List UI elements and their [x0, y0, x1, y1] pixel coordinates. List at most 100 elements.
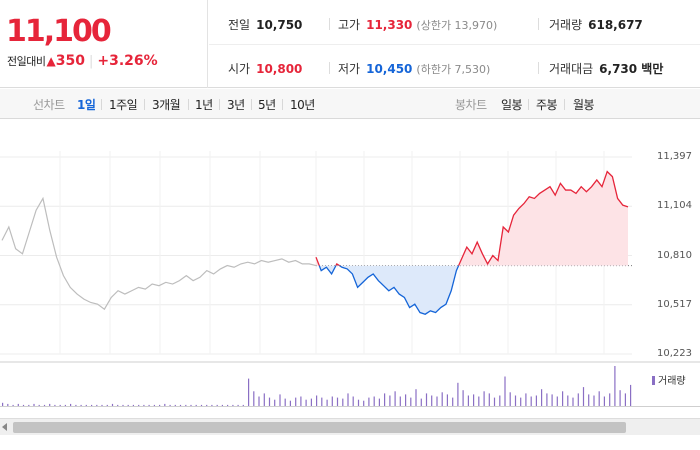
volume-swatch: [652, 376, 655, 385]
tab-daily-candle[interactable]: 일봉: [501, 98, 523, 112]
tab-monthly-candle[interactable]: 월봉: [573, 98, 595, 112]
volume-bar: [159, 404, 161, 406]
divider: [538, 18, 539, 30]
volume-bar: [614, 366, 616, 406]
prev-close-cell: 전일 10,750: [228, 16, 302, 33]
volume-bar: [64, 404, 66, 406]
volume-bar: [80, 404, 82, 406]
volume-bar: [624, 393, 626, 406]
volume-bar: [415, 389, 417, 406]
volume-bar: [232, 404, 234, 406]
volume-bar: [138, 404, 140, 406]
volume-label: 거래량: [549, 18, 583, 32]
volume-bar: [295, 397, 297, 406]
volume-bar: [75, 404, 77, 406]
tab-1d[interactable]: 1일: [77, 98, 96, 112]
volume-bar: [556, 396, 558, 406]
volume-bar: [535, 395, 537, 406]
scroll-left-icon[interactable]: [2, 423, 7, 431]
volume-bar: [493, 397, 496, 406]
change-row: 전일대비▲350 | +3.26%: [7, 53, 158, 69]
divider: [282, 99, 283, 110]
scroll-thumb[interactable]: [13, 422, 626, 433]
divider: [219, 99, 220, 110]
tab-5y[interactable]: 5년: [258, 98, 276, 112]
open-cell: 시가 10,800: [228, 60, 302, 77]
high-label: 고가: [338, 18, 361, 32]
volume-bar: [357, 399, 360, 406]
upper-limit: (상한가 13,970): [416, 19, 498, 32]
volume-bar: [394, 391, 396, 406]
volume-bar: [143, 404, 145, 406]
change-amount: 350: [55, 53, 85, 69]
volume-bar: [216, 404, 218, 406]
volume-bar: [582, 387, 585, 406]
volume-bar: [342, 398, 344, 406]
volume-bar: [436, 396, 438, 406]
volume-bar: [593, 395, 595, 406]
volume-bar: [384, 393, 386, 406]
volume-bar: [300, 396, 302, 406]
tab-1w[interactable]: 1주일: [109, 98, 138, 112]
y-tick-label: 10,223: [657, 348, 692, 359]
volume-bar: [431, 395, 433, 406]
volume-cell: 거래량 618,677: [549, 16, 643, 33]
trade-value-value: 6,730 백만: [599, 62, 664, 76]
divider: [101, 99, 102, 110]
line-chart-label: 선차트: [33, 98, 65, 112]
lower-limit: (하한가 7,530): [416, 63, 491, 76]
volume-bar: [59, 404, 61, 406]
high-value: 11,330: [366, 18, 413, 32]
low-cell: 저가 10,450 (하한가 7,530): [338, 60, 490, 77]
volume-bar: [96, 404, 98, 406]
volume-bar: [551, 394, 553, 406]
volume-bar: [347, 393, 349, 406]
price-chart-svg: [0, 151, 700, 407]
volume-bar: [153, 404, 155, 406]
volume-bar: [106, 404, 108, 406]
volume-bar: [467, 395, 469, 406]
candle-chart-label: 봉차트: [455, 98, 487, 112]
volume-bar: [326, 399, 328, 406]
volume-bar: [546, 393, 548, 406]
high-cell: 고가 11,330 (상한가 13,970): [338, 16, 497, 33]
volume-bar: [305, 399, 307, 406]
chart-scrollbar[interactable]: [0, 418, 700, 435]
volume-bar: [195, 404, 197, 406]
volume-bar: [211, 404, 213, 406]
volume-bar: [473, 394, 475, 406]
volume-bar: [227, 404, 229, 406]
volume-bar: [562, 391, 564, 406]
volume-bar: [504, 376, 506, 406]
volume-bar: [331, 396, 333, 406]
volume-bar: [248, 378, 250, 406]
volume-value: 618,677: [588, 18, 643, 32]
tab-1y[interactable]: 1년: [195, 98, 213, 112]
volume-bar: [7, 403, 9, 406]
tab-weekly-candle[interactable]: 주봉: [536, 98, 558, 112]
tab-10y[interactable]: 10년: [290, 98, 315, 112]
tab-3m[interactable]: 3개월: [152, 98, 181, 112]
volume-bar: [321, 397, 323, 406]
current-price: 11,100: [6, 14, 112, 49]
volume-bar: [509, 392, 511, 406]
volume-bar: [514, 395, 517, 406]
volume-bar: [478, 396, 480, 406]
volume-bar: [373, 396, 375, 406]
volume-bar: [609, 393, 611, 406]
volume-bar: [405, 394, 407, 406]
divider: [251, 99, 252, 110]
low-label: 저가: [338, 62, 361, 76]
volume-bar: [54, 404, 56, 406]
price-chart[interactable]: 11,397 11,104 10,810 10,517 10,223 거래량: [0, 119, 700, 450]
volume-bar: [111, 403, 114, 406]
tab-3y[interactable]: 3년: [227, 98, 245, 112]
y-tick-label: 11,397: [657, 151, 692, 162]
volume-bar: [179, 404, 182, 406]
volume-bar: [530, 396, 532, 406]
volume-bar: [85, 404, 87, 406]
volume-bar: [525, 393, 527, 406]
volume-bar: [200, 404, 203, 406]
volume-bar: [446, 394, 448, 406]
volume-bar: [117, 404, 119, 406]
